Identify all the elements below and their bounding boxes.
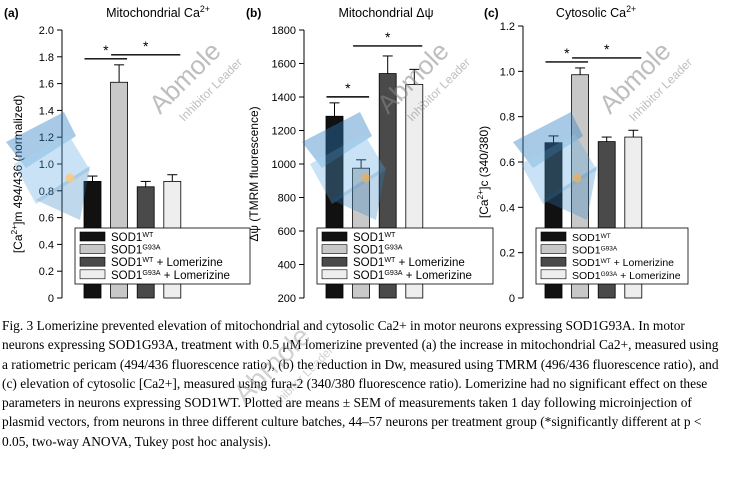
legend-swatch (540, 256, 567, 267)
legend-swatch (540, 244, 567, 254)
y-tick-label: 0.8 (39, 186, 54, 198)
chart-panel-2: (b) Mitochondrial Δψ Δψ (TMRM fluorescence… (246, 6, 494, 305)
watermark-shape (332, 166, 386, 220)
y-tick-label: 800 (278, 193, 296, 205)
legend-label: SOD1WT (572, 232, 611, 244)
legend-label: SOD1G93A (111, 244, 161, 257)
watermark-shape (14, 134, 90, 204)
legend-swatch (321, 256, 348, 267)
y-tick-label: 1.0 (500, 66, 515, 78)
y-tick-label: 400 (278, 260, 296, 272)
chart-title: Mitochondrial Δψ (338, 6, 433, 20)
chart-panel-3: (c) Cytosolic Ca2+ [Ca2+]c (340/380) 0 0.2 0.… (475, 4, 689, 305)
significance-star: * (345, 80, 351, 96)
y-tick-label: 2.0 (39, 25, 54, 37)
legend-swatch (321, 231, 348, 242)
legend-label: SOD1G93A + Lomerizine (111, 269, 230, 282)
significance-star: * (103, 42, 109, 58)
y-tick-label: 1600 (272, 59, 296, 71)
y-axis-label: [Ca2+]m 494/436 (normalized) (9, 95, 25, 253)
watermark-shape (513, 112, 583, 168)
significance-star: * (143, 38, 149, 54)
watermark-shape (310, 134, 386, 204)
watermark-shape (6, 112, 76, 168)
y-tick-label: 0.2 (500, 248, 515, 260)
legend-swatch (540, 269, 567, 280)
legend-swatch (321, 269, 348, 280)
legend-swatch (540, 231, 567, 242)
y-axis-label: [Ca2+]c (340/380) (475, 126, 491, 218)
y-tick-label: 0.6 (500, 157, 515, 169)
watermark-shape (543, 166, 597, 220)
y-tick-label: 0 (509, 293, 515, 305)
legend-label: SOD1WT (353, 231, 396, 244)
y-tick-label: 0.2 (39, 266, 54, 278)
y-tick-label: 600 (278, 226, 296, 238)
significance-star: * (604, 41, 610, 57)
y-tick-label: 200 (278, 293, 296, 305)
watermark-dot (361, 173, 371, 183)
y-tick-label: 1.2 (500, 21, 515, 33)
y-tick-label: 0.8 (500, 112, 515, 124)
legend-label: SOD1G93A (572, 245, 618, 257)
chart-panel-1: (a) Mitochondrial Ca2+ [Ca2+]m 494/436 (no… (4, 4, 251, 305)
y-tick-label: 1200 (272, 126, 296, 138)
legend-label: SOD1G93A + Lomerizine (353, 269, 472, 282)
watermark-shape (36, 166, 90, 220)
chart-title: Mitochondrial Ca2+ (106, 4, 210, 20)
legend-swatch (79, 256, 106, 267)
y-tick-label: 1.8 (39, 52, 54, 64)
watermark-dot (572, 173, 582, 183)
watermark-dot (65, 173, 75, 183)
chart-title: Cytosolic Ca2+ (556, 4, 636, 20)
y-tick-label: 1.4 (39, 105, 54, 117)
y-tick-label: 0.6 (39, 213, 54, 225)
y-tick-label: 1.6 (39, 79, 54, 91)
legend-swatch (321, 244, 348, 254)
legend-swatch (79, 269, 106, 280)
significance-star: * (564, 45, 570, 61)
panel-label: (b) (246, 6, 261, 20)
legend-label: SOD1WT (111, 231, 154, 244)
y-tick-label: 1000 (272, 159, 296, 171)
legend-label: SOD1WT + Lomerizine (111, 256, 223, 269)
legend-label: SOD1G93A (353, 244, 403, 257)
y-tick-label: 1800 (272, 25, 296, 37)
y-tick-label: 1400 (272, 92, 296, 104)
legend-swatch (79, 231, 106, 242)
panel-label: (a) (4, 6, 19, 20)
legend-label: SOD1WT + Lomerizine (572, 257, 674, 269)
legend-swatch (79, 244, 106, 254)
figure-caption: Fig. 3 Lomerizine prevented elevation of… (2, 318, 719, 449)
figure-panels: (a) Mitochondrial Ca2+ [Ca2+]m 494/436 (no… (4, 4, 695, 412)
legend-label: SOD1WT + Lomerizine (353, 256, 465, 269)
y-tick-label: 0.4 (39, 239, 54, 251)
significance-star: * (385, 29, 391, 45)
y-tick-label: 0 (48, 293, 54, 305)
y-axis-label: Δψ (TMRM fluorescence) (247, 106, 261, 241)
panel-label: (c) (484, 6, 499, 20)
y-tick-label: 1.2 (39, 132, 54, 144)
watermark-shape (521, 134, 597, 204)
y-tick-label: 1.0 (39, 159, 54, 171)
watermark-shape (302, 112, 372, 168)
legend-label: SOD1G93A + Lomerizine (572, 270, 681, 282)
y-tick-label: 0.4 (500, 202, 515, 214)
